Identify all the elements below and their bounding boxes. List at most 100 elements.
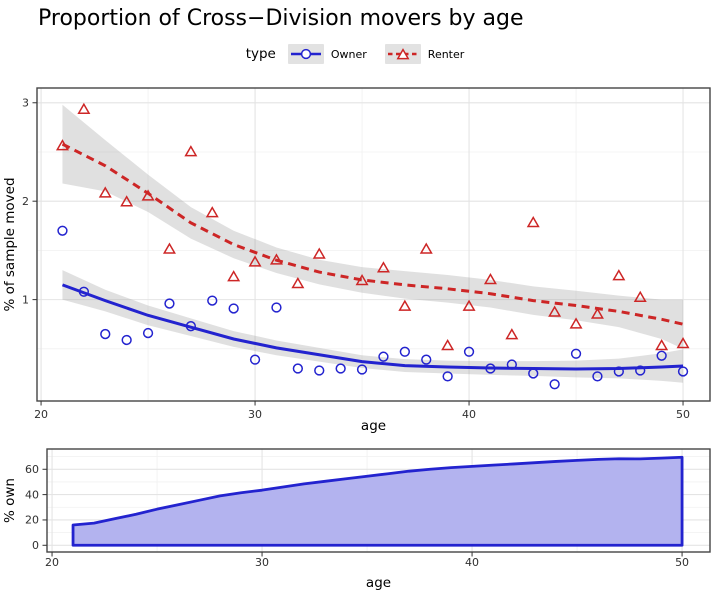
renter-point [419, 242, 433, 254]
y-tick-label: 60 [25, 463, 39, 476]
owner-point [142, 327, 154, 339]
legend: type Owner Renter [0, 44, 720, 64]
renter-point [141, 189, 155, 201]
y-tick-label: 0 [32, 539, 39, 552]
owner-point [78, 286, 90, 297]
scatter-smooth-chart: 20 30 40 50 1 2 3 age % of sample moved [2, 87, 711, 434]
panel-border [36, 87, 711, 402]
owner-circle-icon [300, 48, 312, 60]
y-tick-label: 20 [25, 514, 39, 527]
renter-point [376, 261, 390, 273]
y-axis-title: % own [2, 478, 18, 523]
renter-point [184, 145, 198, 157]
x-tick-label: 50 [676, 408, 690, 421]
owner-point [271, 302, 282, 313]
owner-point [592, 371, 603, 382]
renter-point [483, 273, 497, 285]
renter-point [227, 270, 241, 282]
renter-point [590, 307, 604, 319]
pct-own-area [71, 455, 684, 547]
renter-triangle-icon [396, 48, 410, 60]
legend-label-renter: Renter [427, 47, 465, 61]
x-tick-label: 40 [465, 556, 479, 569]
owner-point [399, 346, 410, 357]
owner-point [613, 366, 624, 377]
renter-point [120, 195, 134, 207]
renter-point [505, 328, 519, 340]
legend-key-owner [287, 44, 324, 64]
renter-point [548, 305, 562, 317]
renter-point [77, 102, 91, 115]
renter-point [633, 290, 647, 303]
y-axis-title: % of sample moved [2, 177, 18, 311]
renter-point [269, 253, 283, 265]
y-tick-label: 1 [22, 293, 29, 306]
owner-point [506, 359, 517, 370]
owner-point [421, 354, 432, 365]
owner-point [463, 346, 475, 357]
renter-point [441, 338, 455, 351]
renter-point [98, 186, 112, 198]
legend-label-owner: Owner [330, 47, 367, 61]
owner-point [442, 371, 453, 382]
renter-point [291, 276, 305, 289]
owner-point [528, 368, 539, 379]
renter-point [162, 242, 176, 254]
owner-point [314, 365, 325, 376]
x-axis-title: age [366, 575, 391, 591]
owner-point [185, 321, 197, 332]
legend-title: type [245, 46, 276, 62]
legend-entry-owner: Owner [287, 44, 367, 64]
owner-point [485, 363, 496, 374]
panel-background [37, 88, 710, 401]
y-tick-label: 3 [22, 97, 29, 110]
renter-point [526, 215, 540, 228]
renter-key-glyph [387, 48, 418, 60]
area-chart: 20 30 40 50 0 20 40 60 age % own [2, 448, 711, 591]
page-title: Proportion of Cross−Division movers by a… [38, 6, 524, 31]
owner-point [378, 351, 389, 362]
x-tick-label: 50 [675, 556, 689, 569]
x-tick-label: 30 [255, 556, 269, 569]
owner-point [228, 303, 239, 314]
y-tick-label: 2 [22, 195, 29, 208]
owner-point [635, 365, 646, 376]
renter-point [55, 139, 69, 151]
owner-point [121, 334, 132, 346]
x-tick-label: 20 [45, 556, 59, 569]
owner-point [207, 295, 218, 306]
owner-key-glyph [290, 48, 321, 60]
owner-point [57, 225, 68, 236]
x-tick-label: 40 [462, 408, 476, 421]
renter-point [398, 299, 412, 311]
x-tick-label: 30 [248, 408, 262, 421]
renter-point [248, 255, 262, 267]
renter-confidence-band [62, 104, 684, 349]
owner-point [100, 328, 111, 340]
owner-point [570, 348, 582, 359]
renter-point [612, 269, 626, 281]
owner-point [249, 354, 261, 365]
owner-smooth-line [61, 283, 684, 371]
renter-point [355, 274, 369, 286]
renter-point [312, 247, 326, 259]
renter-point [462, 299, 476, 311]
legend-key-renter [384, 44, 421, 64]
x-tick-label: 20 [34, 408, 48, 421]
renter-point [655, 338, 669, 351]
panel-border [46, 448, 711, 553]
owner-point [356, 364, 368, 375]
owner-point [164, 298, 175, 309]
owner-point [677, 366, 689, 377]
owner-point [292, 363, 304, 374]
renter-point [676, 337, 690, 349]
owner-point [549, 379, 560, 390]
renter-point [205, 206, 219, 218]
x-axis-title: age [361, 418, 386, 434]
y-tick-label: 40 [25, 488, 39, 501]
owner-point [656, 350, 667, 361]
owner-point [335, 363, 346, 374]
renter-point [569, 317, 583, 329]
legend-entry-renter: Renter [384, 44, 465, 64]
